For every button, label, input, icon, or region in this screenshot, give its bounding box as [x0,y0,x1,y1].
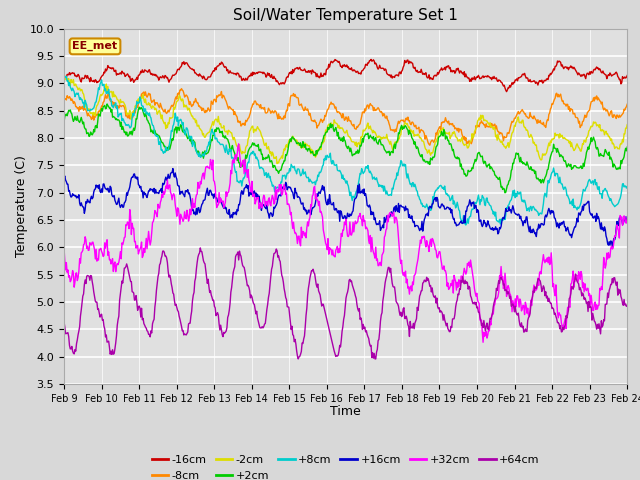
Text: EE_met: EE_met [72,41,118,51]
Title: Soil/Water Temperature Set 1: Soil/Water Temperature Set 1 [233,9,458,24]
Y-axis label: Temperature (C): Temperature (C) [15,156,28,257]
Legend: -16cm, -8cm, -2cm, +2cm, +8cm, +16cm, +32cm, +64cm: -16cm, -8cm, -2cm, +2cm, +8cm, +16cm, +3… [147,451,544,480]
X-axis label: Time: Time [330,405,361,418]
